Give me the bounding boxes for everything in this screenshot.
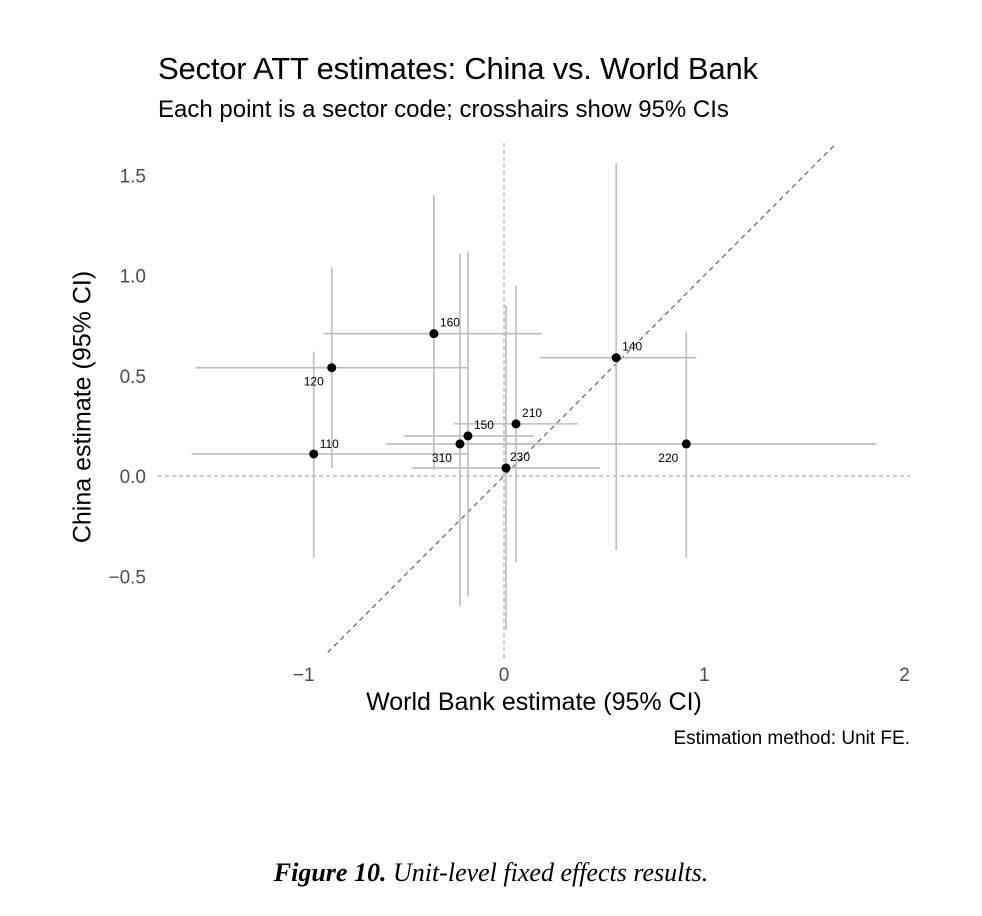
point-230 — [501, 463, 511, 473]
y-tick-label: −0.5 — [108, 567, 146, 588]
x-tick-label: 1 — [699, 665, 710, 686]
x-tick-label: 2 — [899, 665, 910, 686]
figure-caption: Figure 10. Unit-level fixed effects resu… — [274, 858, 708, 888]
point-label-310: 310 — [432, 451, 452, 465]
diagonal-45-line — [327, 142, 837, 653]
point-210 — [511, 419, 521, 429]
point-160 — [429, 329, 439, 339]
point-label-230: 230 — [510, 450, 530, 464]
point-label-150: 150 — [474, 418, 494, 432]
point-label-210: 210 — [522, 406, 542, 420]
axis-ticks: −1 0 1 2 1.5 1.0 0.5 0.0 −0.5 — [108, 166, 909, 686]
point-label-160: 160 — [440, 316, 460, 330]
figure-number: Figure 10. — [273, 858, 387, 887]
y-tick-label: 0.5 — [120, 367, 146, 388]
point-150 — [463, 431, 473, 441]
x-tick-label: 0 — [499, 665, 510, 686]
y-tick-label: 1.5 — [120, 166, 146, 187]
confidence-intervals — [191, 163, 877, 631]
data-points — [309, 329, 691, 473]
x-tick-label: −1 — [293, 665, 315, 686]
y-axis-label: China estimate (95% CI) — [68, 270, 97, 544]
point-310 — [455, 439, 465, 449]
figure-caption-text: Unit-level fixed effects results. — [392, 858, 709, 887]
y-tick-label: 0.0 — [120, 467, 146, 488]
estimation-note: Estimation method: Unit FE. — [673, 728, 910, 749]
point-label-140: 140 — [622, 340, 642, 354]
chart-subtitle: Each point is a sector code; crosshairs … — [158, 96, 729, 123]
point-label-220: 220 — [658, 451, 678, 465]
point-120 — [327, 363, 337, 373]
y-tick-label: 1.0 — [120, 267, 146, 288]
point-110 — [309, 449, 319, 459]
point-label-110: 110 — [320, 437, 339, 451]
reference-lines — [158, 142, 910, 660]
point-labels: 110 120 140 150 160 210 220 230 310 — [304, 316, 679, 465]
x-axis-label: World Bank estimate (95% CI) — [366, 688, 702, 716]
point-label-120: 120 — [304, 375, 324, 389]
chart-title: Sector ATT estimates: China vs. World Ba… — [158, 51, 758, 86]
point-140 — [611, 353, 621, 363]
point-220 — [681, 439, 691, 449]
